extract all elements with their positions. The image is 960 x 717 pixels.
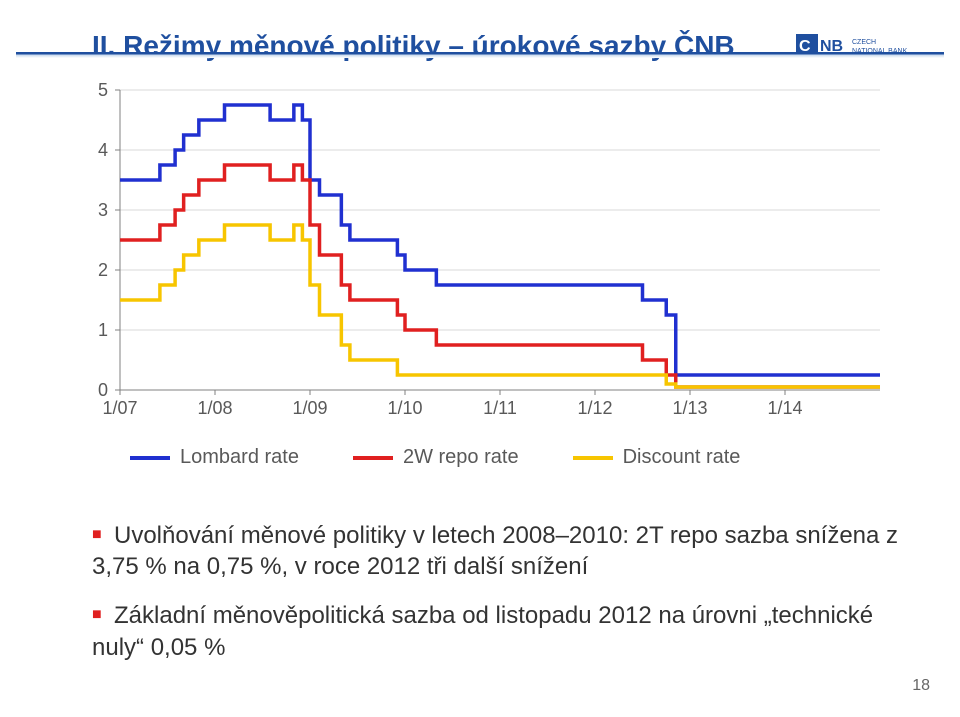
legend-item-repo: 2W repo rate bbox=[353, 446, 519, 469]
svg-text:1/11: 1/11 bbox=[483, 398, 517, 418]
legend-label: 2W repo rate bbox=[403, 446, 519, 469]
legend-label: Discount rate bbox=[623, 446, 741, 469]
bullet-text: Uvolňování měnové politiky v letech 2008… bbox=[92, 522, 898, 580]
legend-swatch bbox=[353, 456, 393, 460]
bullet-list: ■Uvolňování měnové politiky v letech 200… bbox=[92, 520, 900, 681]
slide: II. Režimy měnové politiky – úrokové saz… bbox=[0, 0, 960, 717]
bullet-text: Základní měnověpolitická sazba od listop… bbox=[92, 602, 873, 660]
bullet-item: ■Uvolňování měnové politiky v letech 200… bbox=[92, 520, 900, 582]
rates-chart: 0 1 2 3 4 5 1/07 1/08 1/09 1/10 1/11 1/12 1/13 1/14 bbox=[80, 80, 900, 480]
svg-text:5: 5 bbox=[98, 80, 108, 100]
legend-item-lombard: Lombard rate bbox=[130, 446, 299, 469]
svg-text:1/12: 1/12 bbox=[577, 398, 612, 418]
svg-text:2: 2 bbox=[98, 260, 108, 280]
legend-swatch bbox=[573, 456, 613, 460]
legend-item-discount: Discount rate bbox=[573, 446, 741, 469]
svg-text:1/07: 1/07 bbox=[102, 398, 137, 418]
svg-text:1/10: 1/10 bbox=[387, 398, 422, 418]
svg-text:1: 1 bbox=[98, 320, 108, 340]
legend: Lombard rate 2W repo rate Discount rate bbox=[130, 446, 830, 469]
logo-sub1: CZECH bbox=[852, 39, 876, 46]
legend-label: Lombard rate bbox=[180, 446, 299, 469]
bullet-square-icon: ■ bbox=[92, 525, 114, 546]
svg-text:1/09: 1/09 bbox=[292, 398, 327, 418]
bullet-item: ■Základní měnověpolitická sazba od listo… bbox=[92, 600, 900, 662]
svg-text:0: 0 bbox=[98, 380, 108, 400]
svg-text:1/14: 1/14 bbox=[767, 398, 802, 418]
svg-text:1/13: 1/13 bbox=[672, 398, 707, 418]
svg-text:3: 3 bbox=[98, 200, 108, 220]
title-underline bbox=[16, 52, 944, 58]
bullet-square-icon: ■ bbox=[92, 605, 114, 626]
chart-svg: 0 1 2 3 4 5 1/07 1/08 1/09 1/10 1/11 1/12 1/13 1/14 bbox=[80, 80, 900, 440]
page-number: 18 bbox=[912, 677, 930, 695]
legend-swatch bbox=[130, 456, 170, 460]
svg-text:1/08: 1/08 bbox=[197, 398, 232, 418]
svg-text:4: 4 bbox=[98, 140, 108, 160]
